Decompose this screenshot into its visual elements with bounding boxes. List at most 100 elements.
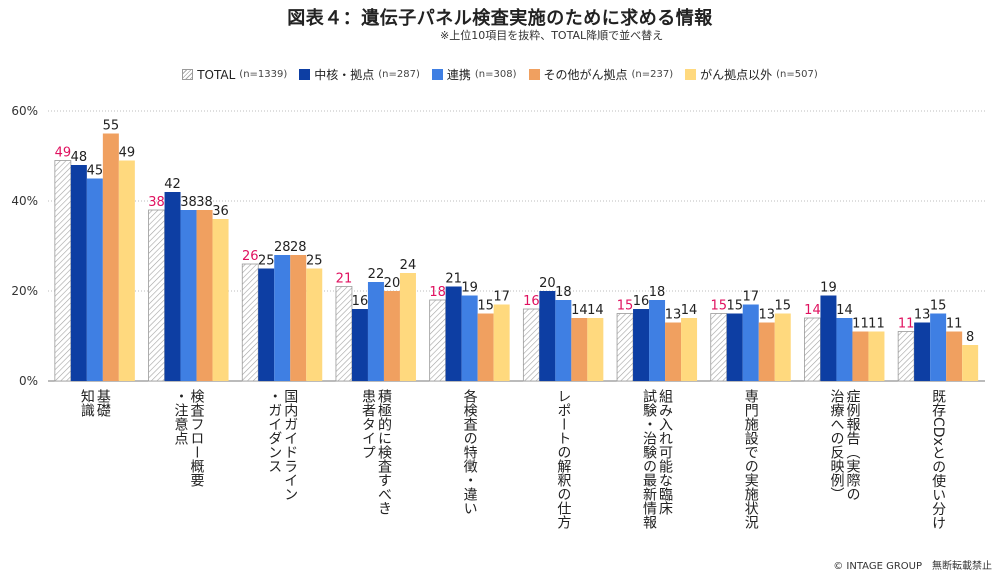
data-label: 20 xyxy=(539,276,556,291)
legend-label: TOTAL xyxy=(197,67,236,82)
legend-item-partner: 連携 (n=308) xyxy=(431,66,517,83)
bar xyxy=(477,313,494,381)
bar xyxy=(571,318,588,381)
data-label: 15 xyxy=(774,299,791,314)
data-label: 8 xyxy=(966,330,974,345)
data-label: 28 xyxy=(274,240,291,255)
legend-label: 中核・拠点 xyxy=(314,68,375,82)
bar xyxy=(180,210,197,381)
bar xyxy=(710,313,728,382)
legend-count: (n=287) xyxy=(378,69,420,80)
bar xyxy=(962,345,979,381)
data-label: 19 xyxy=(820,281,837,296)
data-label: 14 xyxy=(836,303,853,318)
bar xyxy=(649,300,666,381)
category-label: 各検査の特徴・違い xyxy=(462,389,478,515)
y-tick-label: 60% xyxy=(11,104,38,118)
data-label: 38 xyxy=(148,195,165,210)
bar xyxy=(820,295,837,381)
bar xyxy=(946,331,963,381)
data-label: 11 xyxy=(946,317,963,332)
category-label: 積極的に検査すべき xyxy=(376,389,392,515)
bar xyxy=(555,300,572,381)
bar xyxy=(196,210,213,381)
bar xyxy=(164,192,181,381)
bar xyxy=(54,160,72,382)
data-label: 11 xyxy=(868,317,885,332)
category-label: 知識 xyxy=(79,388,95,418)
category-label: ・ガイダンス xyxy=(266,389,282,473)
data-label: 15 xyxy=(726,299,743,314)
legend-item-other-hub: その他がん拠点 (n=237) xyxy=(528,66,674,83)
data-label: 21 xyxy=(445,272,462,287)
data-label: 15 xyxy=(930,299,947,314)
data-label: 14 xyxy=(587,303,604,318)
bar xyxy=(774,313,791,381)
legend-count: (n=237) xyxy=(631,69,674,80)
category-label: 治療への反映例） xyxy=(828,389,844,501)
data-label: 15 xyxy=(617,299,634,314)
bar xyxy=(212,219,229,381)
category-label: 症例報告（実際の xyxy=(844,389,860,501)
bar xyxy=(852,331,869,381)
category-label: レポートの解釈の仕方 xyxy=(555,389,571,530)
legend-label: がん拠点以外 xyxy=(700,68,773,82)
legend-label: 連携 xyxy=(446,68,471,82)
bar xyxy=(461,295,478,381)
bar xyxy=(539,291,556,381)
chart-subtitle: ※上位10項目を抜粋、TOTAL降順で並べ替え xyxy=(440,29,664,42)
bar xyxy=(493,304,510,381)
bar xyxy=(148,209,165,382)
bar xyxy=(306,268,323,381)
data-label: 55 xyxy=(103,119,120,134)
bar xyxy=(726,313,743,381)
legend-count: (n=507) xyxy=(776,69,818,80)
chart-title: 図表４：遺伝子パネル検査実施のために求める情報 xyxy=(287,8,713,29)
data-label: 14 xyxy=(681,303,698,318)
legend-swatch-total xyxy=(182,69,194,80)
data-label: 18 xyxy=(429,285,446,300)
data-label: 42 xyxy=(164,177,181,192)
legend-count: (n=1339) xyxy=(239,69,288,80)
bar xyxy=(290,255,307,381)
bar xyxy=(897,331,915,382)
bar xyxy=(633,309,650,381)
bar xyxy=(399,273,416,381)
bar xyxy=(118,160,135,381)
bar xyxy=(383,291,400,381)
legend-swatch-core xyxy=(299,69,311,80)
bar xyxy=(102,133,119,381)
legend-swatch-other-hub xyxy=(528,69,540,80)
bar xyxy=(351,309,368,381)
data-label: 25 xyxy=(258,254,275,269)
bar xyxy=(429,299,447,382)
bar xyxy=(868,331,885,381)
legend: TOTAL (n=1339) 中核・拠点 (n=287) 連携 (n=308) … xyxy=(0,66,1000,83)
bar xyxy=(665,322,682,381)
data-label: 18 xyxy=(555,285,572,300)
legend-item-core: 中核・拠点 (n=287) xyxy=(299,66,420,83)
data-label: 15 xyxy=(477,299,494,314)
bar xyxy=(335,286,353,382)
copyright-notice: © INTAGE GROUP 無断転載禁止 xyxy=(833,561,992,572)
bar xyxy=(914,322,931,381)
bar xyxy=(258,268,275,381)
bar xyxy=(616,313,634,382)
y-tick-label: 40% xyxy=(11,194,38,208)
data-label: 28 xyxy=(290,240,307,255)
data-label: 38 xyxy=(180,195,197,210)
category-label: 既存CDxとの使い分け xyxy=(930,389,946,530)
bar xyxy=(274,255,291,381)
bar xyxy=(836,318,853,381)
data-label: 22 xyxy=(368,267,385,282)
data-label: 21 xyxy=(336,272,353,287)
legend-swatch-partner xyxy=(431,69,443,80)
bar xyxy=(742,304,759,381)
legend-item-total: TOTAL (n=1339) xyxy=(182,66,287,83)
data-label: 19 xyxy=(461,281,478,296)
data-label: 36 xyxy=(212,204,229,219)
data-label: 17 xyxy=(493,290,510,305)
data-label: 13 xyxy=(665,308,682,323)
data-label: 14 xyxy=(571,303,588,318)
